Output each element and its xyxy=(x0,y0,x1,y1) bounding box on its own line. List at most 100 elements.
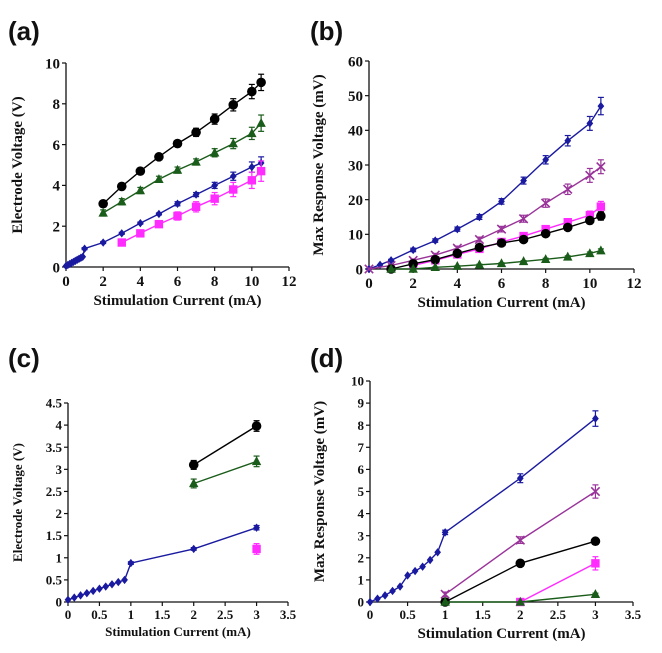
data-point xyxy=(440,596,450,606)
data-point xyxy=(64,595,72,604)
series-4 xyxy=(252,543,261,555)
data-point xyxy=(256,166,266,176)
series-4 xyxy=(117,160,266,247)
data-point xyxy=(102,582,110,591)
data-point xyxy=(520,176,527,185)
data-point xyxy=(154,174,164,183)
series-3 xyxy=(64,523,260,604)
data-point xyxy=(389,586,396,596)
x-tick-label: 12 xyxy=(282,274,297,290)
data-point xyxy=(387,256,395,265)
data-point xyxy=(117,196,127,206)
data-point xyxy=(127,558,135,568)
data-point xyxy=(114,577,122,587)
y-tick-label: 60 xyxy=(348,54,363,70)
x-tick-label: 1 xyxy=(442,607,449,622)
data-point xyxy=(540,228,551,239)
data-point xyxy=(251,421,262,431)
y-tick-label: 4.5 xyxy=(46,396,63,411)
data-point xyxy=(434,548,441,557)
data-point xyxy=(191,156,201,166)
x-tick-label: 1 xyxy=(128,607,135,622)
data-point xyxy=(562,184,573,195)
x-tick-label: 3.5 xyxy=(280,607,297,622)
y-tick-label: 0.5 xyxy=(46,572,63,587)
y-tick-label: 0 xyxy=(53,260,61,276)
y-axis-title: Electrode Voltage (V) xyxy=(10,443,25,562)
data-point xyxy=(515,558,526,569)
y-tick-label: 2 xyxy=(358,550,365,565)
data-point xyxy=(430,254,441,265)
y-tick-label: 1 xyxy=(358,572,365,587)
series-4 xyxy=(386,211,606,274)
data-point xyxy=(596,211,606,221)
series-line xyxy=(193,425,257,466)
data-point xyxy=(121,575,128,585)
data-point xyxy=(210,194,219,203)
data-point xyxy=(562,222,573,233)
data-point xyxy=(81,244,88,253)
data-point xyxy=(188,460,199,470)
data-point xyxy=(411,566,419,576)
x-tick-label: 10 xyxy=(244,274,259,290)
data-point xyxy=(596,161,606,172)
y-tick-label: 4 xyxy=(358,506,365,521)
data-point xyxy=(590,486,601,497)
x-tick-label: 2 xyxy=(409,276,417,292)
data-point xyxy=(118,229,126,238)
data-point xyxy=(96,584,103,593)
data-point xyxy=(563,218,572,227)
data-point xyxy=(386,263,396,273)
data-point xyxy=(253,523,260,532)
y-tick-label: 4 xyxy=(53,179,61,195)
series-line xyxy=(102,122,262,214)
data-point xyxy=(440,589,450,600)
data-point xyxy=(564,136,572,145)
y-tick-label: 10 xyxy=(45,56,60,72)
y-axis-title: Max Response Voltage (mV) xyxy=(312,401,328,582)
data-point xyxy=(518,234,529,245)
data-point xyxy=(496,238,507,248)
data-point xyxy=(256,117,266,127)
data-point xyxy=(590,589,601,598)
y-tick-label: 0 xyxy=(358,595,365,610)
panel-label: (c) xyxy=(8,343,40,373)
data-point xyxy=(563,251,573,261)
data-point xyxy=(174,199,181,208)
x-tick-label: 2 xyxy=(99,274,107,290)
data-point xyxy=(441,528,449,537)
chart-panel-2: (b) 0 2 4 6 8 10 12 0 10 20 30 40 50 60 Stimulation Cur… xyxy=(310,16,642,311)
y-tick-label: 40 xyxy=(348,124,363,140)
data-point xyxy=(209,147,220,157)
data-point xyxy=(89,586,97,596)
series-line xyxy=(413,206,602,267)
y-tick-label: 7 xyxy=(358,440,365,455)
panel-label: (b) xyxy=(310,16,343,46)
x-tick-label: 3.5 xyxy=(625,607,642,622)
data-point xyxy=(540,198,551,208)
data-point xyxy=(540,254,551,263)
series-line xyxy=(444,540,596,603)
y-tick-label: 2 xyxy=(53,219,61,235)
data-point xyxy=(596,245,606,255)
x-tick-label: 3 xyxy=(592,607,599,622)
x-tick-label: 12 xyxy=(627,276,642,292)
data-point xyxy=(154,152,164,162)
y-tick-label: 10 xyxy=(351,374,364,389)
data-point xyxy=(228,100,239,110)
x-axis-title: Stimulation Current (mA) xyxy=(417,295,585,311)
data-point xyxy=(136,218,144,228)
data-point xyxy=(404,571,411,580)
y-tick-label: 3 xyxy=(358,528,365,543)
y-tick-label: 8 xyxy=(53,97,61,113)
data-point xyxy=(154,219,164,229)
data-point xyxy=(229,172,237,181)
data-point xyxy=(585,170,595,181)
data-point xyxy=(135,185,146,195)
data-point xyxy=(518,256,529,266)
x-axis-title: Stimulation Current (mA) xyxy=(93,293,261,309)
data-point xyxy=(597,101,605,111)
y-axis-title: Max Response Voltage (mV) xyxy=(311,74,327,255)
x-tick-label: 8 xyxy=(211,274,219,290)
data-point xyxy=(474,242,485,253)
